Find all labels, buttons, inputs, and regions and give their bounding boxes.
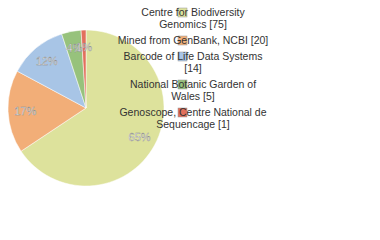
svg-text:National Botanic Garden ofWale: National Botanic Garden ofWales [5] bbox=[130, 78, 256, 102]
svg-text:Barcode of Life Data Systems[1: Barcode of Life Data Systems[14] bbox=[124, 50, 263, 74]
svg-text:12%: 12% bbox=[36, 55, 58, 67]
svg-text:1%: 1% bbox=[76, 41, 92, 53]
svg-text:65%: 65% bbox=[129, 131, 151, 143]
svg-text:Genoscope, Centre National deS: Genoscope, Centre National deSequencage … bbox=[119, 106, 266, 130]
svg-text:Centre for BiodiversityGenomic: Centre for BiodiversityGenomics [75] bbox=[141, 6, 245, 30]
svg-text:Mined from GenBank, NCBI [20]: Mined from GenBank, NCBI [20] bbox=[118, 34, 269, 46]
svg-text:4%: 4% bbox=[66, 42, 83, 55]
svg-text:17%: 17% bbox=[14, 105, 36, 117]
